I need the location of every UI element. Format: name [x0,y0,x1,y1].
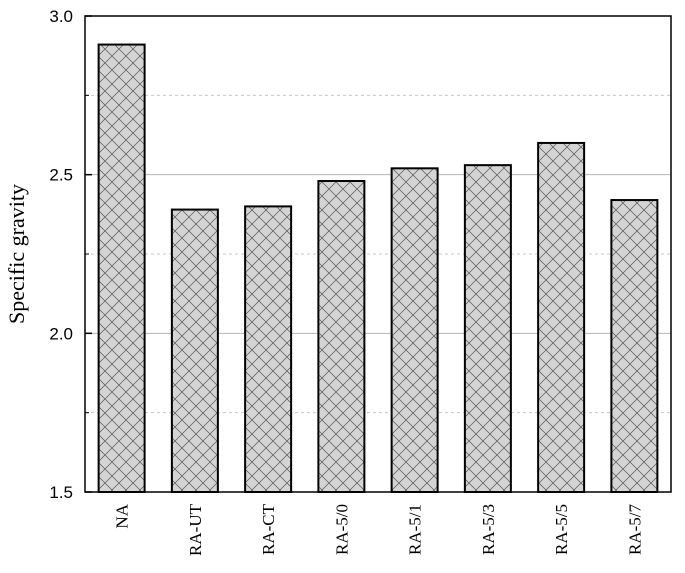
x-category-label: RA-5/5 [552,504,571,555]
bar-ra-5-1 [390,167,439,493]
x-category-label: RA-5/3 [479,504,498,555]
x-category-label: RA-5/0 [332,504,351,555]
bar-na [97,43,146,494]
y-axis-ticks: 1.5 2.0 2.5 3.0 [49,7,92,502]
bars [97,43,659,494]
x-category-label: RA-CT [259,503,278,555]
x-category-label: RA-5/1 [406,504,425,555]
x-category-label: RA-UT [186,503,205,556]
y-tick-label: 2.5 [49,166,73,185]
x-axis-category-labels: NA RA-UT RA-CT RA-5/0 RA-5/1 RA-5/3 RA-5/5 RA-5… [113,503,645,556]
y-axis-title: Specific gravity [4,184,29,324]
bar-ra-5-0 [317,180,366,493]
bar-ra-5-7 [610,199,659,493]
bar-ra-5-3 [463,164,512,493]
bar-ra-ut [170,208,219,493]
x-category-label: RA-5/7 [625,504,644,556]
y-tick-label: 1.5 [49,483,73,502]
bar-ra-5-5 [537,141,586,494]
x-category-label: NA [113,503,132,528]
y-tick-label: 2.0 [49,324,73,343]
bar-ra-ct [244,205,293,493]
y-tick-label: 3.0 [49,7,73,26]
